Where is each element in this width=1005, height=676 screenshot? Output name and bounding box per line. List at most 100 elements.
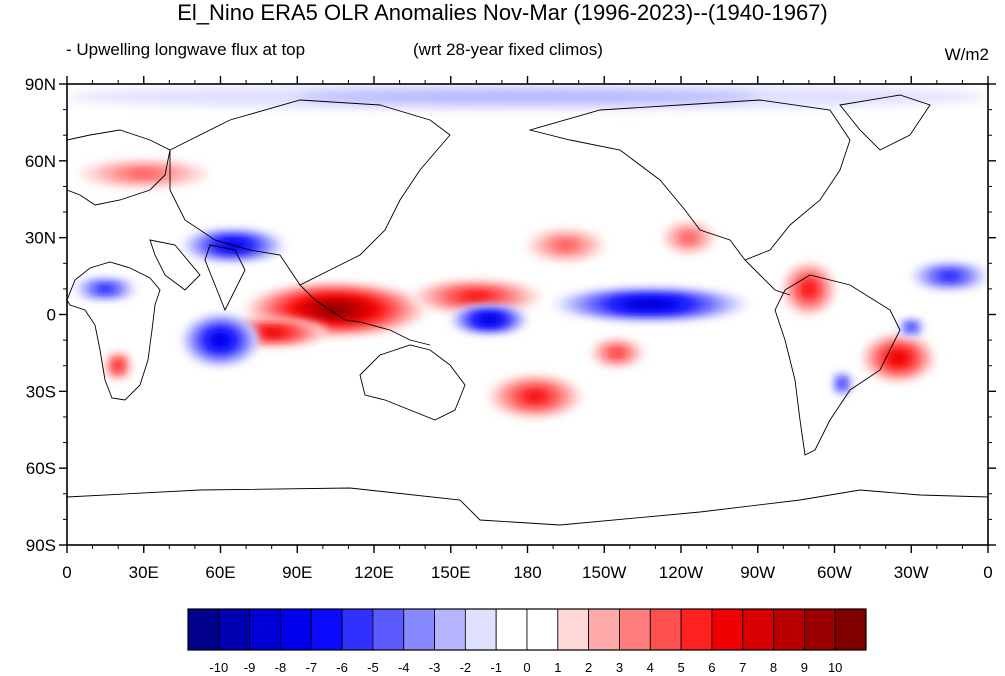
colorbar-label: 2 [585, 660, 592, 675]
lon-tick-label: 150W [582, 563, 626, 582]
lon-tick-label: 30W [894, 563, 929, 582]
coastline-greenland [839, 94, 931, 151]
colorbar-label: 4 [647, 660, 654, 675]
colorbar-swatch [588, 608, 620, 651]
colorbar-swatch [834, 608, 867, 651]
central-pacific-south-positive [611, 350, 623, 356]
colorbar-swatch [803, 608, 836, 651]
north-pacific-30n-positive [556, 241, 576, 250]
colorbar-swatch [557, 608, 590, 651]
colorbar-swatch [434, 608, 466, 651]
colorbar-swatch [742, 608, 774, 651]
coastline-europe [67, 129, 171, 206]
west-pacific-north-positive [465, 294, 487, 300]
colorbar-swatch [218, 608, 251, 651]
tropical-atlantic-15n-negative [943, 273, 957, 279]
colorbar-label: -2 [460, 660, 472, 675]
map-title: El_Nino ERA5 OLR Anomalies Nov-Mar (1996… [177, 0, 828, 25]
colorbar-label: 8 [770, 660, 777, 675]
coastline-south-america [774, 274, 901, 456]
lon-tick-label: 120E [354, 563, 394, 582]
colorbar-swatch [711, 608, 744, 651]
colorbar-label: -4 [398, 660, 410, 675]
lon-tick-label: 0 [983, 563, 992, 582]
southwest-pacific-negative [484, 318, 494, 322]
colorbar-label: -8 [275, 660, 287, 675]
indian-ocean-west-negative [215, 336, 226, 344]
colorbar-swatch [280, 608, 312, 651]
coastlines [67, 94, 988, 526]
coastline-india [204, 244, 246, 312]
colorbar-swatch [526, 608, 559, 651]
arctic-negative [297, 90, 758, 104]
south-america-30s-negative [840, 381, 844, 386]
colorbar-swatch [249, 608, 281, 651]
colorbar-swatch [773, 608, 805, 651]
coastline-north-america [528, 99, 851, 261]
plot-background [67, 84, 988, 545]
climatology-note: (wrt 28-year fixed climos) [413, 40, 603, 59]
southern-africa-positive [116, 363, 121, 368]
coastline-antarctica [67, 487, 988, 526]
colorbar-label: 6 [708, 660, 715, 675]
colorbar-label: -7 [305, 660, 317, 675]
coastline-africa [67, 261, 161, 401]
lon-tick-label: 90E [282, 563, 312, 582]
colorbar-swatch [403, 608, 435, 651]
lat-tick-label: 90N [25, 75, 56, 94]
lon-tick-label: 60W [817, 563, 852, 582]
lat-tick-label: 0 [47, 306, 56, 325]
colorbar-swatch [372, 608, 405, 651]
colorbar-label: -3 [429, 660, 441, 675]
tropical-central-east-pacific-negative [639, 302, 662, 306]
colorbar-label: 7 [739, 660, 746, 675]
colorbar-label: 10 [828, 660, 842, 675]
colorbar-label: -5 [367, 660, 379, 675]
colorbar-swatch [649, 608, 682, 651]
colorbar-label: 0 [523, 660, 530, 675]
colorbar-label: -9 [244, 660, 256, 675]
anomaly-field [67, 84, 988, 417]
north-america-30n-positive [682, 233, 696, 242]
indian-ocean-south-positive [263, 330, 280, 335]
coastline-arabia [149, 239, 201, 291]
lon-tick-label: 0 [62, 563, 71, 582]
lat-tick-label: 30S [26, 382, 56, 401]
coastline-central-america [744, 259, 791, 296]
lon-tick-label: 90W [740, 563, 775, 582]
lon-tick-label: 150E [431, 563, 471, 582]
europe-60n-positive [127, 170, 160, 177]
south-pacific-convergence-positive [527, 393, 543, 400]
colorbar-label: 5 [677, 660, 684, 675]
lon-tick-label: 60E [205, 563, 235, 582]
colorbar-label: 9 [801, 660, 808, 675]
lon-tick-label: 120W [659, 563, 703, 582]
lon-tick-label: 180 [513, 563, 541, 582]
lat-tick-label: 30N [25, 229, 56, 248]
colorbar-label: -10 [209, 660, 228, 675]
brazil-positive [893, 354, 904, 362]
colorbar-swatch [680, 608, 713, 651]
units-label: W/m2 [944, 45, 989, 64]
coastline-asia [169, 99, 451, 286]
axis-ticks: 90N 60N 30N 0 30S 60S 90S 0 30E 60E 90E 120E 150E 180… [25, 75, 996, 582]
lat-tick-label: 60N [25, 152, 56, 171]
lat-tick-label: 90S [26, 536, 56, 555]
colorbar-label: -6 [336, 660, 348, 675]
colorbar-swatch [187, 608, 220, 651]
africa-10n-negative [100, 287, 111, 291]
south-atlantic-negative [909, 326, 914, 329]
colorbar-swatch [464, 608, 497, 651]
colorbar-label: 1 [554, 660, 561, 675]
colorbar-frame [187, 608, 867, 651]
colorbar: -10 -9 -8 -7 -6 -5 -4 -3 -2 -1 0 1 2 3 4 5 6 7 8 9 10 [187, 608, 867, 675]
colorbar-label: 3 [616, 660, 623, 675]
colorbar-swatch [310, 608, 343, 651]
variable-description: - Upwelling longwave flux at top [66, 40, 306, 59]
coastline-southeast-asia [299, 284, 431, 346]
colorbar-swatch [495, 608, 528, 651]
lat-tick-label: 60S [26, 459, 56, 478]
colorbar-label: -1 [490, 660, 502, 675]
lon-tick-label: 30E [129, 563, 159, 582]
